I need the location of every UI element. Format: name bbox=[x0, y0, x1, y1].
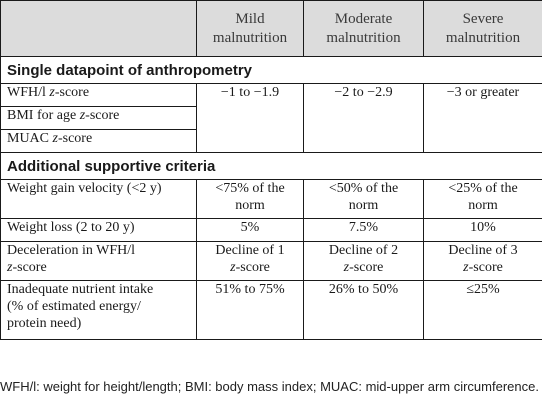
row-label-bmi: BMI for age z-score bbox=[0, 106, 197, 130]
cell-mild-weight-loss: 5% bbox=[196, 218, 304, 242]
section-row: Single datapoint of anthropometry bbox=[0, 56, 542, 84]
cell-mild-anthropometry: −1 to −1.9 bbox=[196, 83, 304, 153]
malnutrition-criteria-table: Mild malnutrition Moderate malnutrition Se… bbox=[0, 0, 542, 340]
table-row: Weight loss (2 to 20 y) 5% 7.5% 10% bbox=[0, 218, 542, 242]
cell-mild-deceleration: Decline of 1 z-score bbox=[196, 241, 304, 281]
table-footnote: WFH/l: weight for height/length; BMI: bo… bbox=[0, 379, 539, 394]
table-row: Inadequate nutrient intake (% of estimate… bbox=[0, 280, 542, 340]
table-row: WFH/l z-score −1 to −1.9 −2 to −2.9 −3 o… bbox=[0, 83, 542, 153]
cell-severe-weight-gain: <25% of the norm bbox=[423, 179, 542, 219]
cell-mild-nutrient-intake: 51% to 75% bbox=[196, 280, 304, 340]
cell-moderate-deceleration: Decline of 2 z-score bbox=[303, 241, 424, 281]
row-label-wfhl: WFH/l z-score bbox=[0, 83, 197, 107]
row-label-muac: MUAC z-score bbox=[0, 129, 197, 153]
table-header-row: Mild malnutrition Moderate malnutrition Se… bbox=[0, 0, 542, 57]
cell-mild-weight-gain: <75% of the norm bbox=[196, 179, 304, 219]
cell-severe-anthropometry: −3 or greater bbox=[423, 83, 542, 153]
table-row: Weight gain velocity (<2 y) <75% of the n… bbox=[0, 179, 542, 219]
header-severe: Severe malnutrition bbox=[423, 0, 542, 57]
section-title-anthropometry: Single datapoint of anthropometry bbox=[0, 56, 542, 84]
row-label-weight-loss: Weight loss (2 to 20 y) bbox=[0, 218, 197, 242]
table-row: Deceleration in WFH/l z-score Decline of … bbox=[0, 241, 542, 281]
header-mild: Mild malnutrition bbox=[196, 0, 304, 57]
row-label-deceleration: Deceleration in WFH/l z-score bbox=[0, 241, 197, 281]
table-row: MUAC z-score bbox=[0, 129, 542, 153]
cell-moderate-weight-gain: <50% of the norm bbox=[303, 179, 424, 219]
cell-moderate-weight-loss: 7.5% bbox=[303, 218, 424, 242]
section-row: Additional supportive criteria bbox=[0, 152, 542, 180]
cell-moderate-nutrient-intake: 26% to 50% bbox=[303, 280, 424, 340]
header-blank-cell bbox=[0, 0, 197, 57]
cell-severe-deceleration: Decline of 3 z-score bbox=[423, 241, 542, 281]
header-moderate: Moderate malnutrition bbox=[303, 0, 424, 57]
cell-severe-nutrient-intake: ≤25% bbox=[423, 280, 542, 340]
section-title-supportive: Additional supportive criteria bbox=[0, 152, 542, 180]
cell-moderate-anthropometry: −2 to −2.9 bbox=[303, 83, 424, 153]
row-label-weight-gain: Weight gain velocity (<2 y) bbox=[0, 179, 197, 219]
row-label-nutrient-intake: Inadequate nutrient intake (% of estimate… bbox=[0, 280, 197, 340]
table-row: BMI for age z-score bbox=[0, 106, 542, 130]
cell-severe-weight-loss: 10% bbox=[423, 218, 542, 242]
